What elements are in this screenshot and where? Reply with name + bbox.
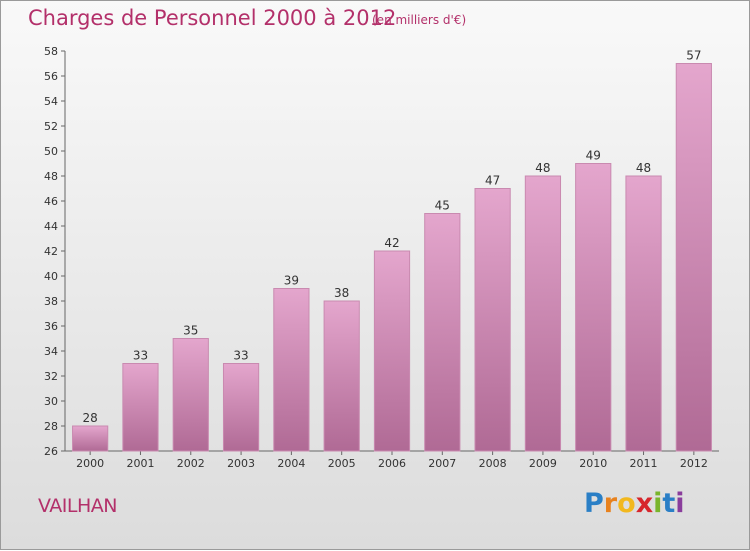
y-tick-label: 36 (44, 320, 58, 333)
y-tick-label: 38 (44, 295, 58, 308)
data-label: 48 (636, 161, 651, 175)
bar (172, 338, 209, 452)
chart-axes: 26 28 30 32 34 36 38 40 42 44 46 48 50 52 54 56 58 2000 20… (44, 45, 719, 470)
bar (72, 425, 109, 452)
y-tick-label: 46 (44, 195, 58, 208)
x-tick-label: 2000 (76, 457, 104, 470)
bar (273, 288, 310, 452)
x-tick-label: 2002 (177, 457, 205, 470)
y-tick-label: 40 (44, 270, 58, 283)
data-label: 45 (435, 199, 450, 213)
logo-letter: i (653, 488, 663, 519)
logo-letter: t (662, 488, 676, 519)
y-tick-label: 52 (44, 120, 58, 133)
bar (424, 213, 461, 452)
x-tick-label: 2010 (579, 457, 607, 470)
bar (222, 363, 260, 452)
data-label: 33 (133, 349, 148, 363)
bar (575, 163, 612, 452)
bar (373, 250, 411, 452)
y-tick-label: 48 (44, 170, 58, 183)
data-label: 33 (233, 349, 248, 363)
logo-letter: o (617, 488, 636, 519)
data-label: 38 (334, 286, 349, 300)
y-tick-label: 44 (44, 220, 58, 233)
bar (625, 175, 662, 452)
bar (323, 300, 360, 452)
x-tick-label: 2009 (529, 457, 557, 470)
data-label: 35 (183, 324, 198, 338)
data-label: 49 (586, 149, 601, 163)
chart-subtitle: (en milliers d'€) (372, 13, 467, 27)
data-label: 47 (485, 174, 500, 188)
data-label: 28 (83, 411, 98, 425)
x-tick-label: 2003 (227, 457, 255, 470)
y-tick-label: 28 (44, 420, 58, 433)
data-label: 42 (384, 236, 399, 250)
y-tick-label: 26 (44, 445, 58, 458)
chart-title: Charges de Personnel 2000 à 2012 (28, 6, 397, 30)
x-tick-label: 2012 (680, 457, 708, 470)
bar (524, 175, 562, 452)
data-label: 48 (535, 161, 550, 175)
x-tick-label: 2011 (630, 457, 658, 470)
logo-letter: P (584, 488, 604, 519)
x-tick-label: 2004 (277, 457, 305, 470)
data-label: 57 (686, 49, 701, 63)
y-tick-label: 42 (44, 245, 58, 258)
y-tick-label: 50 (44, 145, 58, 158)
y-tick-label: 58 (44, 45, 58, 58)
y-tick-label: 56 (44, 70, 58, 83)
chart-labels: 28 33 35 33 39 38 42 45 47 48 49 48 57 (83, 49, 702, 426)
y-tick-label: 34 (44, 345, 58, 358)
x-tick-label: 2007 (428, 457, 456, 470)
chart-bars (72, 63, 712, 452)
x-tick-label: 2006 (378, 457, 406, 470)
x-tick-label: 2005 (328, 457, 356, 470)
commune-name: VAILHAN (38, 495, 117, 517)
y-tick-label: 32 (44, 370, 58, 383)
y-tick-label: 30 (44, 395, 58, 408)
y-tick-label: 54 (44, 95, 58, 108)
data-label: 39 (284, 274, 299, 288)
proxiti-logo: Proxiti (584, 488, 685, 519)
x-tick-label: 2001 (126, 457, 154, 470)
bar (675, 63, 712, 452)
bar (474, 188, 511, 452)
logo-letter: x (635, 488, 654, 519)
logo-letter: i (675, 488, 685, 519)
x-tick-label: 2008 (479, 457, 507, 470)
logo-letter: r (603, 488, 618, 519)
bar (122, 363, 159, 452)
